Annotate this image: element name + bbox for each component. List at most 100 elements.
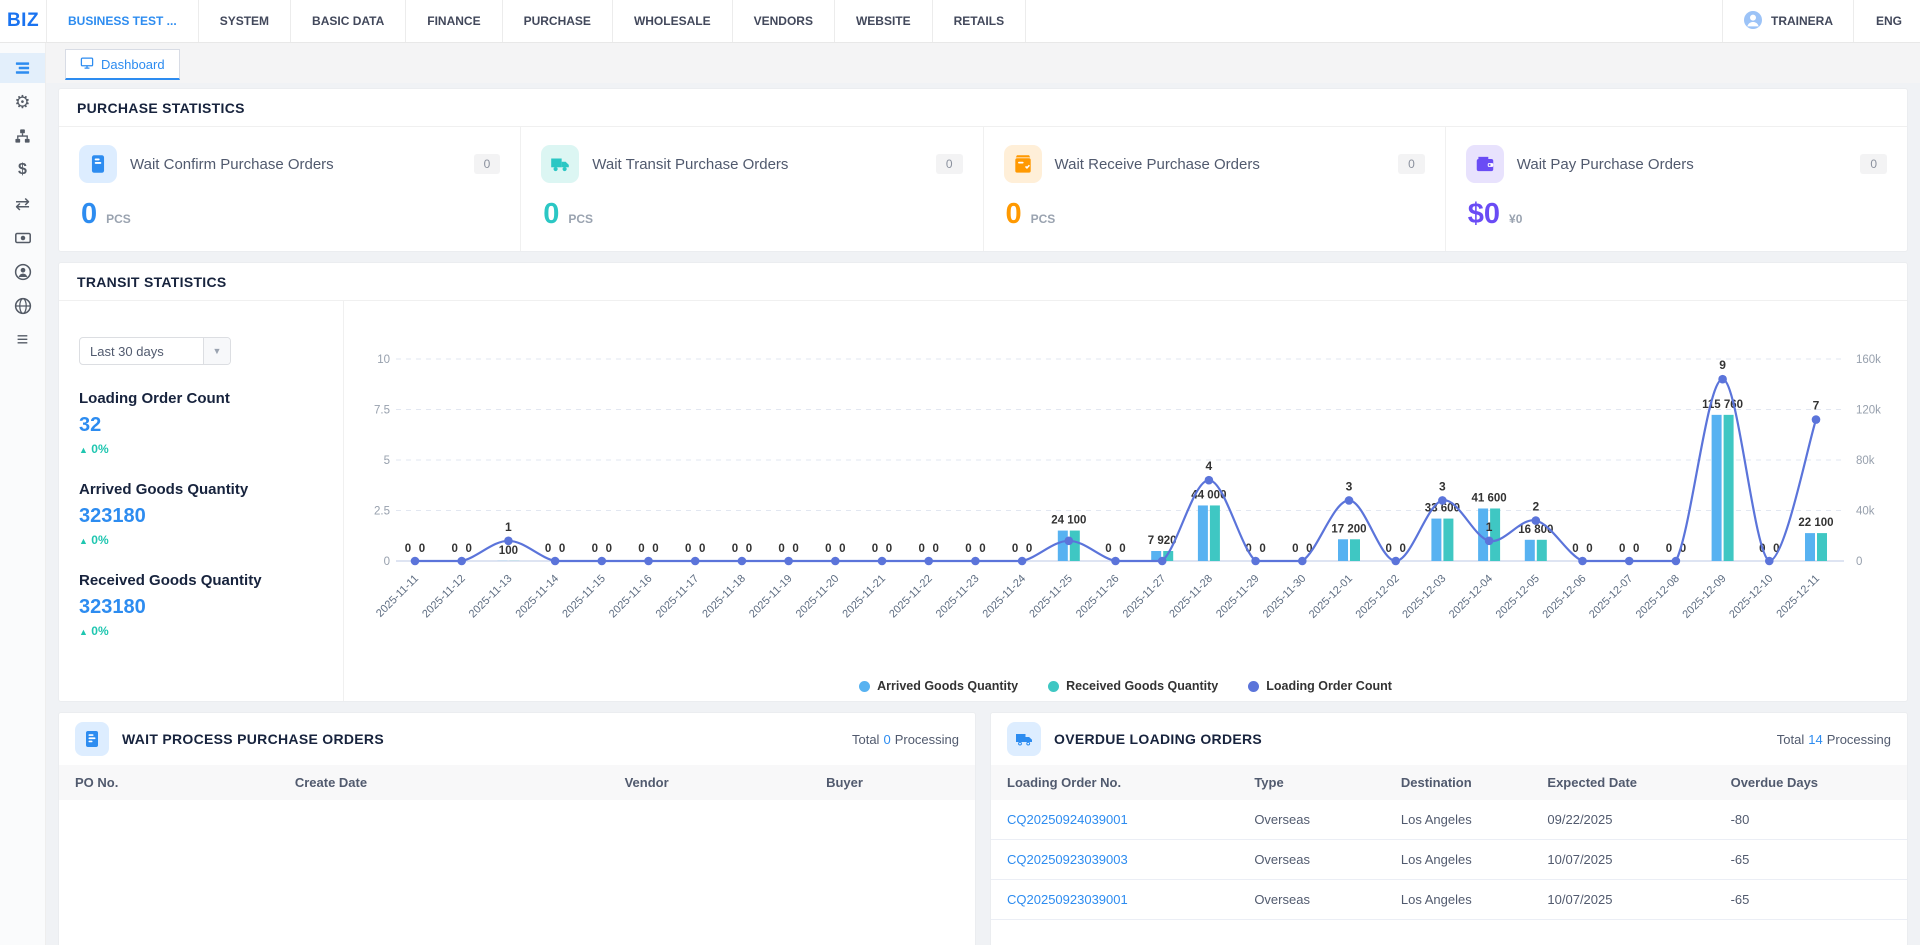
sidebar-item-dashboard[interactable]	[0, 53, 45, 83]
date-range-value: Last 30 days	[80, 344, 203, 359]
legend-item-arrived-goods-quantity[interactable]: Arrived Goods Quantity	[859, 679, 1018, 693]
legend-item-loading-order-count[interactable]: Loading Order Count	[1248, 679, 1392, 693]
svg-text:1: 1	[505, 520, 512, 534]
column-header-expected-date: Expected Date	[1531, 765, 1714, 800]
svg-text:24 100: 24 100	[1051, 515, 1086, 527]
table-cell: -65	[1715, 880, 1907, 920]
svg-text:0: 0	[1105, 543, 1111, 555]
topnav-item-finance[interactable]: FINANCE	[405, 0, 501, 42]
table-cell: 09/22/2025	[1531, 800, 1714, 840]
order-number-link[interactable]: CQ20250924039001	[991, 800, 1238, 840]
legend-item-received-goods-quantity[interactable]: Received Goods Quantity	[1048, 679, 1218, 693]
sidebar-item-transactions[interactable]: ⇄	[0, 189, 45, 219]
column-header-destination: Destination	[1385, 765, 1532, 800]
svg-text:2025-11-20: 2025-11-20	[794, 573, 842, 621]
topnav-item-wholesale[interactable]: WHOLESALE	[612, 0, 732, 42]
table-cell: 10/07/2025	[1531, 840, 1714, 880]
legend-dot-icon	[1048, 681, 1059, 692]
metric-arrived-goods-quantity: Arrived Goods Quantity323180▲ 0%	[79, 481, 343, 547]
sitemap-icon	[14, 128, 31, 145]
tab-dashboard[interactable]: Dashboard	[65, 49, 180, 80]
transit-statistics-panel: TRANSIT STATISTICS Last 30 days ▼ Loadin…	[58, 262, 1908, 702]
stat-card-badge: 0	[936, 154, 963, 174]
person-circle-icon	[14, 263, 32, 281]
svg-text:1: 1	[1486, 520, 1493, 534]
svg-text:3: 3	[1346, 479, 1353, 493]
svg-text:0: 0	[746, 543, 752, 555]
repeat-arrows-icon: ⇄	[15, 194, 30, 215]
column-header-overdue-days: Overdue Days	[1715, 765, 1907, 800]
topnav-item-business-test[interactable]: BUSINESS TEST ...	[46, 0, 198, 42]
order-number-link[interactable]: CQ20250923039001	[991, 880, 1238, 920]
wait-process-table: PO No.Create DateVendorBuyer	[59, 765, 975, 800]
topnav-item-basic-data[interactable]: BASIC DATA	[290, 0, 405, 42]
wait-process-title: WAIT PROCESS PURCHASE ORDERS	[122, 731, 384, 747]
svg-text:2025-11-29: 2025-11-29	[1214, 573, 1262, 621]
svg-text:2025-12-05: 2025-12-05	[1494, 573, 1542, 621]
column-header-buyer: Buyer	[810, 765, 975, 800]
topnav-item-website[interactable]: WEBSITE	[834, 0, 932, 42]
svg-text:0: 0	[465, 543, 471, 555]
app-logo: BIZ	[0, 0, 46, 42]
column-header-po-no: PO No.	[59, 765, 279, 800]
chart-legend: Arrived Goods Quantity Received Goods Qua…	[344, 679, 1907, 693]
transit-truck-icon	[541, 145, 579, 183]
sidebar-item-globe[interactable]	[0, 291, 45, 321]
svg-text:2025-12-01: 2025-12-01	[1307, 573, 1355, 621]
stat-card-unit: PCS	[106, 212, 131, 226]
user-menu[interactable]: TRAINERA	[1722, 0, 1853, 42]
topnav-item-retails[interactable]: RETAILS	[932, 0, 1026, 42]
clipboard-icon	[75, 722, 109, 756]
svg-text:7.5: 7.5	[374, 405, 390, 417]
svg-text:2025-11-30: 2025-11-30	[1261, 573, 1309, 621]
order-number-link[interactable]: CQ20250923039003	[991, 840, 1238, 880]
svg-text:2025-12-04: 2025-12-04	[1447, 573, 1495, 621]
table-row: CQ20250923039001OverseasLos Angeles10/07…	[991, 880, 1907, 920]
sidebar-item-menu[interactable]: ≡	[0, 325, 45, 355]
stat-card-unit: PCS	[1031, 212, 1056, 226]
topnav-item-purchase[interactable]: PURCHASE	[502, 0, 612, 42]
transit-chart-area: 02.557.510040k80k120k160k000010000000000…	[344, 301, 1907, 701]
svg-text:2025-11-23: 2025-11-23	[934, 573, 982, 621]
topnav-item-vendors[interactable]: VENDORS	[732, 0, 834, 42]
column-header-type: Type	[1238, 765, 1385, 800]
language-switcher[interactable]: ENG	[1853, 0, 1920, 42]
svg-text:115 760: 115 760	[1702, 399, 1743, 411]
globe-icon	[14, 297, 32, 315]
column-header-create-date: Create Date	[279, 765, 609, 800]
legend-dot-icon	[1248, 681, 1259, 692]
left-sidebar: ⚙ $ ⇄ ≡	[0, 43, 46, 945]
delivery-truck-icon	[1007, 722, 1041, 756]
svg-text:0: 0	[652, 543, 658, 555]
table-row: CQ20250923039003OverseasLos Angeles10/07…	[991, 840, 1907, 880]
sidebar-item-organization[interactable]	[0, 121, 45, 151]
svg-text:9: 9	[1719, 358, 1726, 372]
stat-card-wait-pay-purchase-orders: Wait Pay Purchase Orders0$0¥0	[1446, 127, 1907, 251]
svg-text:2: 2	[1532, 500, 1539, 514]
sidebar-item-cash[interactable]	[0, 223, 45, 253]
svg-text:0: 0	[1399, 543, 1405, 555]
overdue-total: Total14Processing	[1777, 732, 1891, 747]
sidebar-item-finance[interactable]: $	[0, 155, 45, 185]
svg-text:41 600: 41 600	[1472, 492, 1507, 504]
svg-text:2025-11-11: 2025-11-11	[374, 573, 421, 620]
up-arrow-icon: ▲	[79, 445, 88, 455]
sidebar-item-settings[interactable]: ⚙	[0, 87, 45, 117]
stat-card-badge: 0	[1860, 154, 1887, 174]
svg-text:0: 0	[965, 543, 971, 555]
svg-text:0: 0	[1586, 543, 1592, 555]
svg-text:7: 7	[1813, 399, 1820, 413]
svg-text:0: 0	[1259, 543, 1265, 555]
svg-text:0: 0	[1856, 556, 1862, 568]
svg-text:0: 0	[918, 543, 924, 555]
svg-text:2025-11-25: 2025-11-25	[1027, 573, 1075, 621]
svg-text:100: 100	[499, 545, 518, 557]
svg-text:10: 10	[377, 354, 390, 366]
svg-text:0: 0	[825, 543, 831, 555]
sidebar-item-account[interactable]	[0, 257, 45, 287]
table-cell: Los Angeles	[1385, 880, 1532, 920]
topnav-item-system[interactable]: SYSTEM	[198, 0, 290, 42]
stat-card-title: Wait Pay Purchase Orders	[1517, 156, 1694, 173]
overdue-total-count: 14	[1804, 732, 1826, 747]
date-range-select[interactable]: Last 30 days ▼	[79, 337, 231, 365]
